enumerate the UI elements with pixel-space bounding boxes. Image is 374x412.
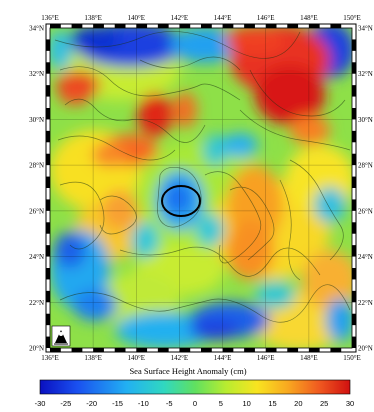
colorbar-tick-label: 5	[219, 399, 223, 408]
latitude-label-right: 28°N	[358, 162, 373, 170]
anomaly-field	[50, 28, 352, 348]
latitude-label-left: 32°N	[29, 70, 44, 78]
longitude-label-top: 146°E	[257, 14, 275, 22]
colorbar-tick-label: -30	[35, 399, 46, 408]
colorbar-tick-label: 30	[346, 399, 354, 408]
longitude-label-top: 150°E	[343, 14, 361, 22]
colorbar-tick-label: -15	[112, 399, 123, 408]
longitude-label-top: 142°E	[171, 14, 189, 22]
latitude-labels-left: 34°N 32°N 30°N 28°N 26°N 24°N 22°N 20°N	[29, 25, 44, 353]
colorbar-tick-label: 25	[320, 399, 328, 408]
latitude-label-right: 20°N	[358, 345, 373, 353]
longitude-label-bottom: 136°E	[41, 354, 59, 362]
latitude-label-right: 26°N	[358, 207, 373, 215]
latitude-label-left: 28°N	[29, 162, 44, 170]
latitude-label-right: 24°N	[358, 253, 373, 261]
latitude-label-left: 24°N	[29, 253, 44, 261]
longitude-label-bottom: 146°E	[257, 354, 275, 362]
colorbar-tick-label: -25	[60, 399, 71, 408]
longitude-label-bottom: 138°E	[84, 354, 102, 362]
latitude-label-left: 22°N	[29, 299, 44, 307]
longitude-label-top: 140°E	[127, 14, 145, 22]
latitude-label-right: 30°N	[358, 116, 373, 124]
colorbar-tick-label: 0	[193, 399, 197, 408]
colorbar-tick-label: -20	[86, 399, 97, 408]
longitude-label-top: 144°E	[214, 14, 232, 22]
longitude-label-top: 138°E	[84, 14, 102, 22]
colorbar-tick-label: 10	[242, 399, 250, 408]
colorbar	[39, 379, 351, 395]
latitude-label-left: 34°N	[29, 25, 44, 33]
latitude-label-right: 22°N	[358, 299, 373, 307]
longitude-label-bottom: 144°E	[214, 354, 232, 362]
longitude-label-top: 136°E	[41, 14, 59, 22]
longitude-label-bottom: 148°E	[300, 354, 318, 362]
eddy-highlight-ellipse	[161, 185, 201, 217]
longitude-label-bottom: 140°E	[127, 354, 145, 362]
colorbar-tick-label: 15	[268, 399, 276, 408]
map-frame	[45, 23, 357, 353]
longitude-label-bottom: 150°E	[343, 354, 361, 362]
longitude-labels-bottom: 136°E 138°E 140°E 142°E 144°E 146°E 148°E 150°E	[41, 354, 361, 362]
longitude-label-bottom: 142°E	[171, 354, 189, 362]
latitude-label-left: 20°N	[29, 345, 44, 353]
colorbar-tick-labels: -30 -25 -20 -15 -10 -5 0 5 10 15 20 25 30	[35, 399, 355, 408]
longitude-label-top: 148°E	[300, 14, 318, 22]
colorbar-title: Sea Surface Height Anomaly (cm)	[129, 366, 246, 376]
noaa-logo-icon	[51, 325, 71, 347]
colorbar-tick-label: -10	[138, 399, 149, 408]
latitude-label-right: 34°N	[358, 25, 373, 33]
colorbar-tick-label: -5	[166, 399, 173, 408]
latitude-label-left: 30°N	[29, 116, 44, 124]
colorbar-tick-label: 20	[294, 399, 302, 408]
longitude-labels-top: 136°E 138°E 140°E 142°E 144°E 146°E 148°E 150°E	[41, 14, 361, 22]
latitude-labels-right: 34°N 32°N 30°N 28°N 26°N 24°N 22°N 20°N	[358, 25, 373, 353]
latitude-label-left: 26°N	[29, 207, 44, 215]
latitude-label-right: 32°N	[358, 70, 373, 78]
